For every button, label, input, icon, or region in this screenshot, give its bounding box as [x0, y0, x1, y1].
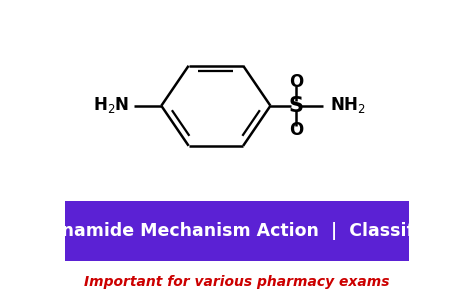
- Text: Sulphonamide Mechanism Action  |  Classification: Sulphonamide Mechanism Action | Classifi…: [0, 222, 474, 240]
- Text: H$_2$N: H$_2$N: [93, 95, 130, 115]
- FancyBboxPatch shape: [64, 201, 410, 261]
- Text: O: O: [289, 121, 303, 139]
- Text: S: S: [288, 96, 303, 116]
- Text: NH$_2$: NH$_2$: [330, 95, 365, 115]
- Text: Important for various pharmacy exams: Important for various pharmacy exams: [84, 275, 390, 289]
- Text: O: O: [289, 73, 303, 91]
